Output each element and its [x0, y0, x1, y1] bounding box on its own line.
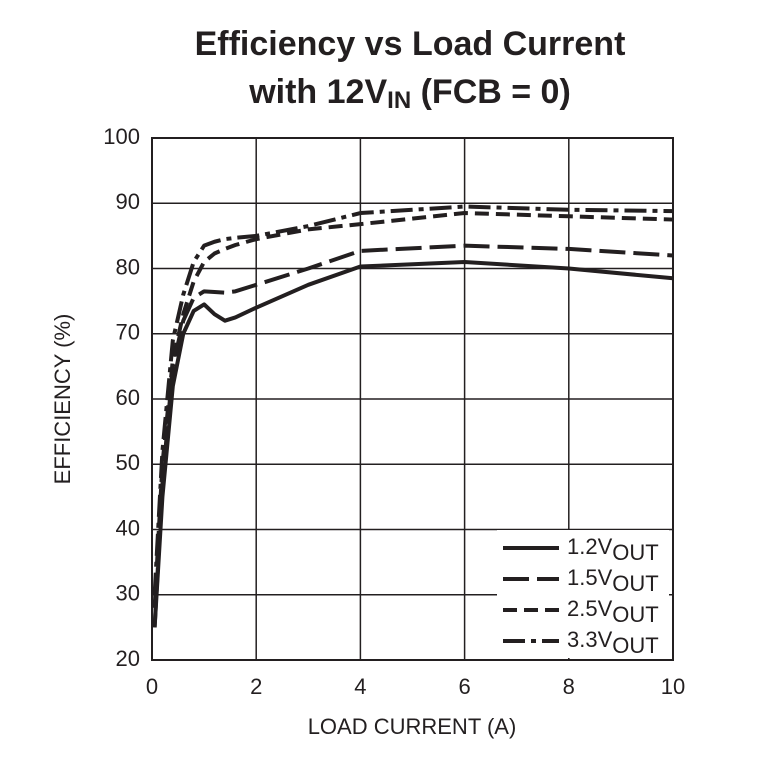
legend-name: 1.5V [567, 565, 613, 590]
legend-name-sub: OUT [612, 540, 658, 565]
x-tick-label: 4 [354, 674, 366, 699]
series-line [152, 211, 674, 608]
series-line [152, 259, 674, 628]
legend-label: 2.5VOUT [567, 596, 659, 627]
chart-subtitle: with 12VIN (FCB = 0) [248, 73, 571, 114]
legend-label: 1.5VOUT [567, 565, 659, 596]
x-tick-label: 6 [458, 674, 470, 699]
legend-label: 1.2VOUT [567, 534, 659, 565]
series-line [152, 204, 674, 595]
x-tick-label: 10 [661, 674, 685, 699]
x-tick-label: 0 [146, 674, 158, 699]
subtitle-text: with 12V [248, 73, 387, 111]
y-tick-label: 30 [116, 581, 140, 606]
y-tick-label: 90 [116, 189, 140, 214]
legend-box [497, 530, 669, 658]
y-tick-label: 50 [116, 450, 140, 475]
subtitle-rest: (FCB = 0) [411, 73, 571, 111]
plot-frame [151, 137, 674, 661]
legend-name: 2.5V [567, 596, 613, 621]
y-tick-label: 60 [116, 385, 140, 410]
y-tick-label: 20 [116, 646, 140, 671]
x-tick-label: 2 [250, 674, 262, 699]
legend-label: 3.3VOUT [567, 627, 659, 658]
y-tick-label: 40 [116, 515, 140, 540]
y-tick-label: 70 [116, 320, 140, 345]
y-tick-label: 100 [103, 124, 140, 149]
chart-title: Efficiency vs Load Current [195, 25, 626, 63]
y-tick-label: 80 [116, 254, 140, 279]
x-tick-label: 8 [563, 674, 575, 699]
legend-name: 1.2V [567, 534, 613, 559]
y-axis-label: EFFICIENCY (%) [50, 314, 75, 485]
legend-name-sub: OUT [612, 633, 658, 658]
legend-name-sub: OUT [612, 602, 658, 627]
legend-name-sub: OUT [612, 571, 658, 596]
subtitle-sub: IN [387, 87, 411, 114]
legend-name: 3.3V [567, 627, 613, 652]
x-axis-label: LOAD CURRENT (A) [308, 714, 517, 739]
